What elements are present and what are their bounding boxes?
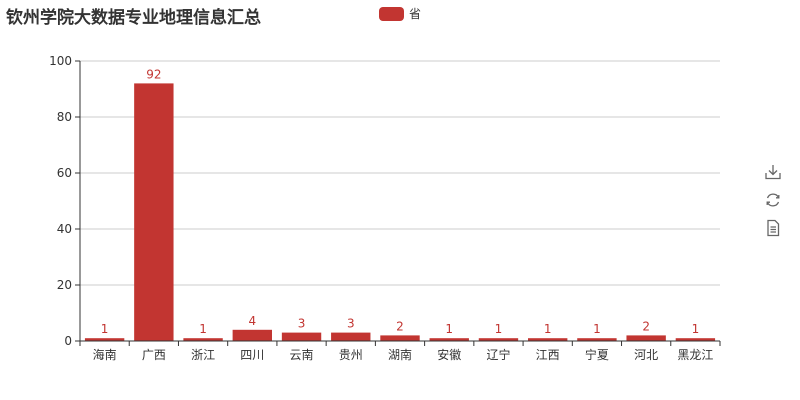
data-label: 2 [642, 319, 650, 333]
x-tick-label: 安徽 [437, 347, 461, 362]
data-label: 1 [199, 322, 207, 336]
x-tick-label: 海南 [93, 347, 117, 362]
x-tick-label: 辽宁 [486, 347, 510, 362]
x-tick-label: 贵州 [339, 348, 363, 362]
x-tick-label: 江西 [536, 348, 560, 362]
legend-item-province[interactable]: 省 [379, 5, 421, 22]
data-label: 92 [146, 67, 161, 81]
y-tick-label: 80 [57, 110, 72, 124]
bar [134, 83, 174, 342]
y-tick-label: 60 [57, 166, 72, 180]
legend-label: 省 [409, 7, 422, 21]
x-tick-label: 宁夏 [585, 347, 609, 362]
x-tick-label: 湖南 [388, 347, 412, 362]
data-label: 1 [445, 322, 453, 336]
data-label: 3 [298, 317, 306, 331]
x-tick-label: 广西 [142, 348, 166, 362]
data-label: 1 [544, 322, 552, 336]
data-label: 1 [692, 322, 700, 336]
refresh-icon[interactable] [764, 191, 782, 209]
bar [84, 338, 125, 341]
data-label: 1 [495, 322, 503, 336]
x-tick-label: 四川 [240, 348, 264, 362]
data-label: 3 [347, 317, 355, 331]
bar [577, 338, 617, 341]
chart-title: 钦州学院大数据专业地理信息汇总 [6, 8, 261, 28]
bar [380, 335, 420, 341]
bar [528, 338, 568, 341]
y-tick-label: 40 [57, 222, 72, 236]
bar [331, 332, 371, 341]
bar [626, 335, 666, 341]
x-tick-label: 河北 [634, 348, 658, 362]
bar [429, 338, 469, 341]
bar [281, 332, 322, 341]
data-view-icon[interactable] [764, 219, 782, 237]
toolbox [764, 163, 784, 247]
data-label: 4 [248, 314, 256, 328]
x-tick-label: 云南 [290, 347, 314, 362]
y-tick-label: 0 [64, 334, 72, 348]
bar [232, 329, 272, 341]
bar [675, 338, 716, 341]
data-label: 1 [593, 322, 601, 336]
download-icon[interactable] [764, 163, 782, 181]
x-tick-label: 浙江 [191, 348, 215, 362]
y-tick-label: 20 [57, 278, 72, 292]
data-label: 1 [101, 322, 109, 336]
legend-swatch [379, 6, 404, 21]
bar [478, 338, 519, 341]
data-label: 2 [396, 319, 404, 333]
y-tick-label: 100 [49, 54, 72, 68]
x-tick-label: 黑龙江 [677, 348, 713, 362]
bar [183, 338, 223, 341]
